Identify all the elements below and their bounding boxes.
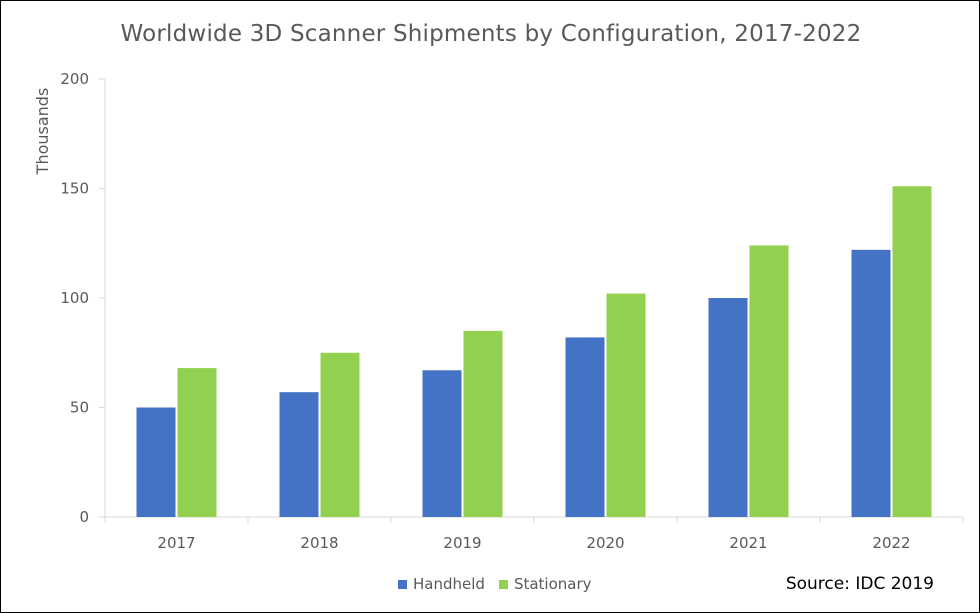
bars (136, 186, 932, 517)
chart-title: Worldwide 3D Scanner Shipments by Config… (120, 21, 862, 47)
x-axis: 2017 2018 2019 2020 2021 2022 (104, 516, 964, 552)
legend-label: Stationary (513, 575, 592, 593)
y-tick-label: 0 (79, 508, 89, 526)
y-axis-title: Thousands (33, 88, 52, 176)
x-tick-label: 2019 (443, 534, 481, 552)
bar-stationary-2020 (606, 293, 646, 517)
y-axis: 0 50 100 150 200 (60, 70, 106, 526)
bar-handheld-2020 (565, 337, 605, 517)
x-tick-label: 2022 (872, 534, 910, 552)
legend-item-handheld: Handheld (398, 575, 485, 593)
bar-handheld-2022 (851, 249, 891, 517)
bar-stationary-2018 (320, 352, 360, 517)
legend: Handheld Stationary (398, 574, 606, 594)
bar-handheld-2019 (422, 370, 462, 517)
legend-item-stationary: Stationary (498, 575, 592, 593)
x-tick-label: 2021 (729, 534, 767, 552)
bar-handheld-2021 (708, 298, 748, 517)
y-tick-label: 150 (60, 180, 89, 198)
bar-handheld-2018 (279, 392, 319, 517)
legend-label: Handheld (413, 575, 485, 593)
legend-swatch (398, 579, 407, 589)
bar-handheld-2017 (136, 407, 176, 517)
x-tick-label: 2017 (157, 534, 195, 552)
bar-stationary-2019 (463, 330, 503, 517)
bar-stationary-2022 (892, 186, 932, 517)
bar-stationary-2021 (749, 245, 789, 517)
y-tick-label: 200 (60, 70, 89, 88)
legend-swatch (498, 579, 508, 589)
x-tick-label: 2020 (586, 534, 624, 552)
x-tick-label: 2018 (300, 534, 338, 552)
bar-stationary-2017 (177, 368, 217, 517)
source-note: Source: IDC 2019 (785, 574, 934, 594)
y-tick-label: 100 (60, 289, 89, 307)
y-tick-label: 50 (70, 399, 89, 417)
